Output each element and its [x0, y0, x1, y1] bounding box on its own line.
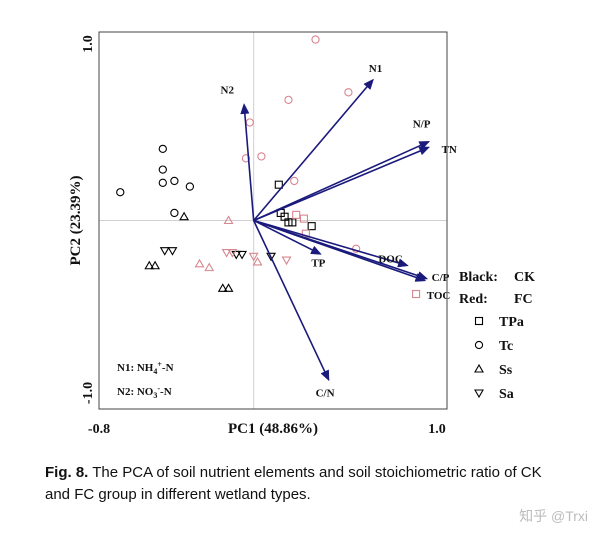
- vector-arrowhead: [240, 102, 250, 115]
- legend-marker-circle: [474, 340, 484, 350]
- legend-color-value: FC: [514, 292, 533, 307]
- point-fc-circle: [290, 176, 299, 186]
- point-fc-triangle-up: [194, 258, 205, 268]
- point-ck-circle: [170, 176, 179, 186]
- vector-arrowhead: [363, 78, 374, 90]
- y-axis-label: PC2 (23.39%): [68, 176, 84, 266]
- point-ck-triangle-down: [266, 252, 277, 262]
- axes: -0.8 1.0 PC1 (48.86%) 1.0 -1.0 PC2 (23.39%): [68, 31, 448, 437]
- plot-frame: [98, 31, 448, 410]
- point-fc-triangle-up: [252, 256, 263, 266]
- x-axis-label: PC1 (48.86%): [228, 421, 318, 437]
- figure-caption: Fig. 8. The PCA of soil nutrient element…: [45, 462, 565, 506]
- point-fc-square: [412, 289, 421, 299]
- annotation-text: N2: NO3--N: [117, 384, 172, 400]
- vector-line: [253, 86, 368, 222]
- point-ck-triangle-down: [159, 247, 170, 256]
- legend-marker-square: [474, 316, 484, 326]
- point-fc-triangle-down: [248, 252, 259, 262]
- vector-line: [244, 113, 255, 221]
- legend-marker-triangle-up: [474, 363, 484, 373]
- caption-text: The PCA of soil nutrient elements and so…: [45, 464, 542, 503]
- caption-label: Fig. 8.: [45, 464, 89, 481]
- point-ck-triangle-up: [179, 211, 190, 221]
- legend-marker-label: Sa: [499, 387, 514, 402]
- point-ck-triangle-down: [167, 247, 178, 256]
- point-fc-triangle-down: [281, 256, 292, 266]
- pca-biplot: N1 N2 N/P TN DOC C/P TOC TP C/N -0.8 1.0 PC1 (48.8…: [68, 31, 535, 437]
- point-ck-triangle-down: [237, 250, 248, 260]
- vector-label: N1: [369, 63, 382, 75]
- point-ck-circle: [158, 144, 167, 154]
- annotations: N1: NH4+-N N2: NO3--N: [117, 360, 174, 400]
- loading-vectors: N1 N2 N/P TN DOC C/P TOC TP C/N: [221, 63, 457, 400]
- vector-line: [253, 150, 421, 222]
- vector-label: N/P: [413, 118, 431, 130]
- watermark: 知乎 @Trxi: [519, 508, 588, 524]
- point-fc-circle: [257, 152, 266, 161]
- point-ck-triangle-up: [144, 260, 155, 270]
- point-fc-circle: [311, 35, 320, 44]
- vector-label: DOC: [378, 254, 403, 266]
- vector-arrowhead: [310, 245, 322, 255]
- point-fc-circle: [344, 88, 353, 97]
- point-ck-triangle-up: [217, 283, 228, 292]
- legend-color-value: CK: [514, 270, 535, 285]
- point-ck-circle: [158, 178, 167, 187]
- vector-label: TOC: [427, 290, 451, 302]
- point-fc-square: [292, 210, 301, 219]
- legend-marker-label: Tc: [499, 339, 513, 354]
- vector-label: C/P: [432, 272, 450, 284]
- vector-line: [253, 219, 313, 251]
- vector-arrowhead: [320, 369, 330, 382]
- vector-line: [253, 144, 421, 222]
- vector-line: [252, 220, 326, 373]
- zero-lines: [99, 32, 447, 409]
- x-tick-label: 1.0: [428, 422, 446, 437]
- point-ck-triangle-up: [223, 283, 234, 292]
- point-ck-circle: [170, 208, 179, 218]
- point-ck-circle: [158, 165, 167, 174]
- legend-color-label: Black:: [459, 270, 498, 285]
- vector-line: [253, 219, 417, 279]
- point-ck-triangle-down: [231, 250, 242, 260]
- vector-label: N2: [221, 85, 235, 97]
- point-fc-triangle-up: [223, 215, 234, 225]
- vector-arrowhead: [418, 146, 431, 156]
- vector-label: TN: [442, 144, 457, 156]
- legend-marker-label: TPa: [499, 315, 524, 330]
- vector-label: C/N: [316, 388, 335, 400]
- point-ck-square: [307, 222, 316, 231]
- point-ck-triangle-up: [150, 260, 161, 270]
- vector-line: [253, 219, 399, 264]
- point-fc-triangle-down: [221, 248, 232, 258]
- vector-arrowhead: [414, 273, 427, 282]
- point-ck-circle: [185, 182, 195, 191]
- legend: Black: CK Red: FC TPa Tc Ss Sa: [459, 270, 535, 402]
- point-fc-circle: [284, 95, 293, 105]
- legend-marker-label: Ss: [499, 363, 513, 378]
- legend-marker-triangle-down: [474, 389, 484, 399]
- point-fc-triangle-down: [227, 248, 238, 258]
- vector-label: TP: [311, 257, 325, 269]
- point-fc-circle: [245, 118, 254, 127]
- legend-color-label: Red:: [459, 292, 488, 307]
- y-tick-label: -1.0: [81, 382, 96, 404]
- annotation-text: N1: NH4+-N: [117, 360, 174, 376]
- point-ck-circle: [116, 188, 125, 197]
- point-fc-circle: [241, 154, 251, 163]
- point-fc-triangle-up: [204, 262, 215, 272]
- point-ck-square: [274, 180, 283, 189]
- vector-arrowhead: [397, 258, 409, 268]
- point-fc-square: [299, 214, 308, 223]
- y-tick-label: 1.0: [81, 35, 96, 53]
- x-tick-label: -0.8: [88, 422, 110, 437]
